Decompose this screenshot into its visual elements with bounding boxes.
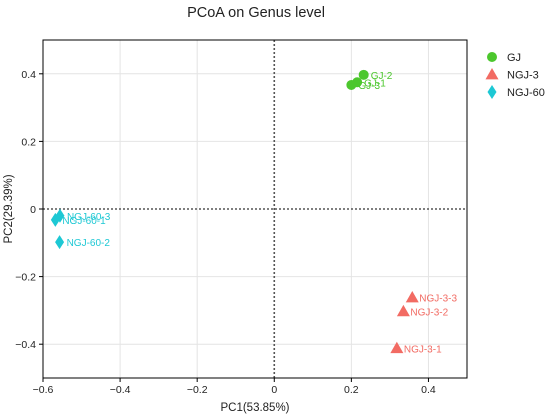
legend-item-ngj-60: NGJ-60 — [487, 85, 545, 99]
x-tick-label: 0 — [271, 384, 277, 396]
x-axis-title: PC1(53.85%) — [220, 402, 289, 414]
y-tick-label: −0.2 — [15, 272, 36, 284]
point-label: GJ-1 — [364, 78, 386, 89]
legend-marker-ngj-3 — [485, 68, 499, 80]
point-label: NGJ-3-2 — [410, 307, 448, 318]
point-label: GJ-2 — [371, 71, 393, 82]
point-label: NGJ-3-3 — [419, 294, 457, 305]
point-label: NGJ-60-2 — [67, 238, 111, 249]
point-label: NGJ-60-1 — [62, 216, 106, 227]
legend-label: NGJ-60 — [507, 87, 545, 99]
point-ngj-3-2 — [396, 304, 410, 317]
x-tick-label: 0.2 — [344, 384, 359, 396]
y-tick-label: −0.4 — [15, 339, 36, 351]
legend-label: GJ — [507, 52, 521, 64]
point-label: NGJ-3-1 — [404, 344, 442, 355]
legend-item-ngj-3: NGJ-3 — [485, 68, 539, 82]
x-tick-label: −0.2 — [187, 384, 208, 396]
y-tick-label: 0.2 — [21, 136, 36, 148]
point-gj-3 — [346, 79, 357, 90]
data-points: GJ-2GJ-1GJ-3 NGJ-3-3 NGJ-3-2 NGJ-3-1 NGJ-60-… — [50, 69, 457, 355]
point-label: GJ-3 — [358, 81, 380, 92]
y-tick-label: 0.4 — [21, 69, 36, 81]
x-tick-label: −0.4 — [110, 384, 131, 396]
legend-label: NGJ-3 — [507, 70, 539, 82]
legend-item-gj: GJ — [487, 52, 521, 64]
x-tick-label: −0.6 — [33, 384, 54, 396]
point-ngj-60-2 — [55, 235, 65, 250]
x-tick-label: 0.4 — [421, 384, 436, 396]
chart-title: PCoA on Genus level — [187, 5, 325, 21]
y-tick-label: 0 — [30, 204, 36, 216]
point-ngj-60-1 — [50, 212, 60, 227]
point-ngj-3-1 — [390, 341, 404, 354]
point-ngj-3-3 — [405, 291, 419, 303]
point-gj-2 — [358, 69, 369, 80]
reference-lines — [43, 40, 467, 378]
point-label: NGJ-60-3 — [67, 212, 111, 223]
legend-marker-ngj-60 — [487, 85, 497, 99]
y-axis-title: PC2(29.39%) — [3, 174, 15, 243]
legend: GJ NGJ-3 NGJ-60 — [485, 52, 545, 99]
legend-marker-gj — [487, 52, 497, 62]
axes: −0.6 −0.4 −0.2 0 0.2 0.4 −0.4 −0.2 0 0.2 0.4 — [15, 69, 436, 396]
